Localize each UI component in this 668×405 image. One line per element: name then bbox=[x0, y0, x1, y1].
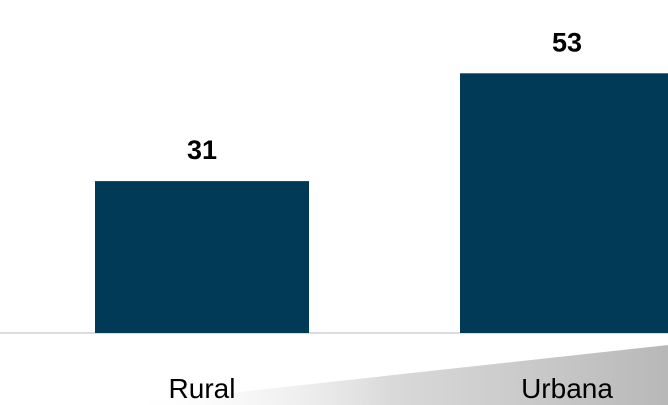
category-labels-group: Rural Urbana bbox=[169, 373, 614, 404]
category-label-rural: Rural bbox=[169, 373, 236, 404]
bar-urbana bbox=[460, 73, 668, 334]
bar-rural bbox=[95, 181, 309, 333]
value-label-urbana: 53 bbox=[552, 27, 582, 57]
category-label-urbana: Urbana bbox=[521, 373, 613, 404]
bars-group bbox=[95, 73, 668, 334]
value-label-rural: 31 bbox=[187, 135, 217, 165]
floor-shadow bbox=[120, 345, 668, 405]
value-labels-group: 31 53 bbox=[187, 27, 582, 165]
